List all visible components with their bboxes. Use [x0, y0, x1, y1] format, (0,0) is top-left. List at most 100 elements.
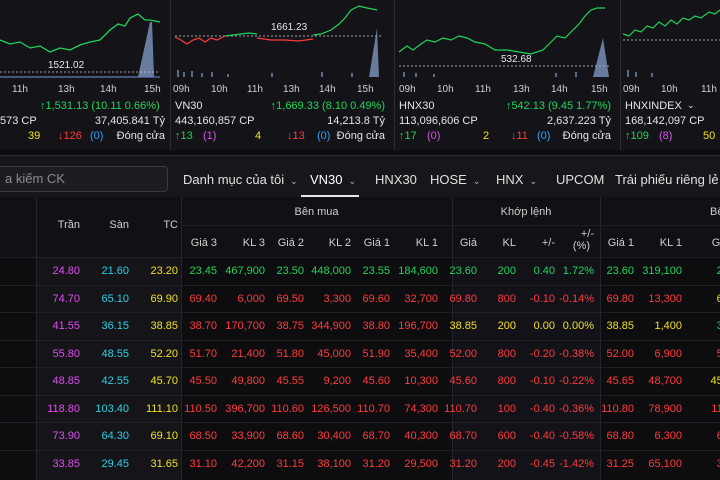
index-name: VN30: [175, 100, 203, 112]
tab-label: HNX: [496, 172, 524, 187]
cell-ceil: 33.85: [52, 457, 80, 470]
index-chart-hnx30: [398, 7, 609, 77]
cell-b1: 68.70: [362, 430, 390, 442]
tab-vn30[interactable]: VN30 ⌄: [310, 172, 356, 187]
cell-mp: 68.70: [449, 430, 477, 442]
index-chart-vn30: [174, 5, 383, 77]
cell-a1: 31.25: [606, 457, 634, 470]
cell-av1: 6,300: [654, 430, 682, 442]
cell-mp: 110.70: [444, 402, 477, 415]
cell-b2: 31.15: [276, 457, 304, 470]
cell-ch: 0.40: [533, 265, 555, 277]
cell-mp: 31.20: [449, 457, 477, 470]
index-dropdown-chevron-icon[interactable]: ⌄: [687, 100, 695, 110]
cell-pc: -0.22%: [559, 375, 594, 387]
cell-mv: 200: [497, 457, 516, 470]
unchanged-count: (0): [317, 130, 331, 142]
cell-a1: 110.80: [601, 402, 634, 415]
tab-upcom[interactable]: UPCOM: [556, 172, 604, 187]
ceil-extra: (1): [203, 130, 217, 142]
cell-a2: 38.9: [716, 320, 720, 332]
chevron-down-icon: ⌄: [290, 176, 298, 186]
match-group-header: Khớp lệnh: [500, 206, 552, 218]
cell-floor: 103.40: [95, 402, 129, 415]
cell-b1: 51.90: [362, 347, 390, 360]
cell-b3: 110.50: [184, 402, 217, 415]
cell-b2: 23.50: [276, 265, 304, 277]
cell-b1: 38.80: [362, 320, 390, 332]
tab-label: UPCOM: [556, 172, 605, 187]
index-chart-partial: [0, 13, 161, 78]
down-count: ↓126: [58, 130, 82, 142]
market-status: Đóng cửa: [562, 130, 611, 142]
column-header-ref: TC: [163, 219, 178, 231]
time-tick: 14h: [100, 84, 117, 95]
index-panel-hnx30[interactable]: 532.68 09h 10h 11h 13h 14h 15h HNX30 ↑542…: [395, 0, 619, 150]
price-board: Bên mua Khớp lệnh Bên Trần Sàn TC Giá 3 KL 3…: [0, 197, 720, 480]
time-tick: 15h: [144, 84, 161, 95]
time-tick: 11h: [12, 84, 28, 95]
cell-mp: 52.00: [449, 347, 477, 360]
cell-b2: 110.60: [271, 402, 304, 415]
tab-my-watchlist[interactable]: Danh mục của tôi ⌄: [183, 172, 298, 187]
cell-b3: 45.50: [189, 375, 217, 387]
cell-v3: 6,000: [237, 292, 265, 305]
index-total-value: 14,213.8 Tỷ: [327, 115, 385, 127]
cell-mv: 800: [497, 347, 516, 360]
up-count: 39: [28, 130, 41, 142]
tab-hnx[interactable]: HNX ⌄: [496, 172, 537, 187]
time-tick: 13h: [283, 84, 300, 95]
column-header-ch: +/-: [541, 237, 555, 249]
cell-b3: 23.45: [189, 265, 217, 277]
cell-a2: 68.9: [716, 430, 720, 442]
cell-av1: 65,100: [648, 457, 682, 470]
tab-label: VN30: [310, 172, 343, 187]
cell-mp: 69.80: [449, 292, 477, 305]
tab-hose[interactable]: HOSE ⌄: [430, 172, 480, 187]
index-panel-vn30[interactable]: 1661.23 09h 10h 11h 13h 14h 15h VN30 ↑1,6…: [171, 0, 393, 150]
cell-v3: 396,700: [225, 402, 265, 415]
tab-private-bonds[interactable]: Trái phiếu riêng lẻ: [615, 172, 719, 187]
cell-ceil: 73.90: [52, 430, 80, 442]
index-total-value: 2,637.223 Tỷ: [546, 115, 611, 127]
column-header-pc: +/-: [580, 228, 594, 240]
time-tick: 09h: [399, 84, 416, 95]
index-value: ↑1,531.13 (10.11 0.66%): [40, 100, 160, 112]
index-name: HNXINDEX: [625, 100, 682, 112]
time-tick: 15h: [591, 84, 608, 95]
up-count: ↑17: [399, 130, 417, 142]
cell-v1: 29,500: [404, 457, 438, 470]
cell-mv: 800: [497, 292, 516, 305]
tab-label: Trái phiếu riêng lẻ: [615, 172, 719, 187]
cell-pc: -0.38%: [559, 347, 594, 360]
index-chart-hnxindex: [622, 9, 720, 77]
chevron-down-icon: ⌄: [348, 176, 357, 186]
time-tick: 11h: [701, 84, 717, 95]
stock-search-input[interactable]: a kiếm CK: [0, 166, 168, 192]
active-tab-indicator: [301, 195, 359, 197]
unchanged-count: (0): [537, 130, 551, 142]
column-header-a2: Giá 2: [711, 237, 720, 249]
index-panel-hnxindex[interactable]: 09h 10h 11h HNXINDEX ⌄ 168,142,097 CP ↑10…: [621, 0, 720, 150]
cell-floor: 29.45: [101, 457, 129, 470]
cell-a1: 38.85: [606, 320, 634, 332]
cell-v3: 42,200: [231, 457, 265, 470]
index-volume: 113,096,606 CP: [399, 115, 478, 127]
cell-v2: 38,100: [317, 457, 351, 470]
cell-ceil: 74.70: [52, 292, 80, 305]
index-panel-partial[interactable]: 1521.02 11h 13h 14h 15h ↑1,531.13 (10.11…: [0, 0, 169, 150]
cell-ceil: 24.80: [52, 265, 80, 277]
index-panels: 1521.02 11h 13h 14h 15h ↑1,531.13 (10.11…: [0, 0, 720, 150]
tab-hnx30[interactable]: HNX30: [375, 172, 417, 187]
cell-av1: 78,900: [648, 402, 682, 415]
cell-ref: 52.20: [150, 347, 178, 360]
cell-v2: 9,200: [323, 375, 351, 387]
cell-mp: 23.60: [449, 265, 477, 277]
tab-label: Danh mục của tôi: [183, 172, 285, 187]
cell-ceil: 48.85: [52, 375, 80, 387]
cell-a2: 23.6: [716, 265, 720, 277]
cell-av1: 319,100: [642, 265, 682, 277]
cell-ref: 38.85: [150, 320, 178, 332]
cell-ch: -0.10: [529, 375, 555, 387]
cell-b3: 38.70: [189, 320, 217, 332]
